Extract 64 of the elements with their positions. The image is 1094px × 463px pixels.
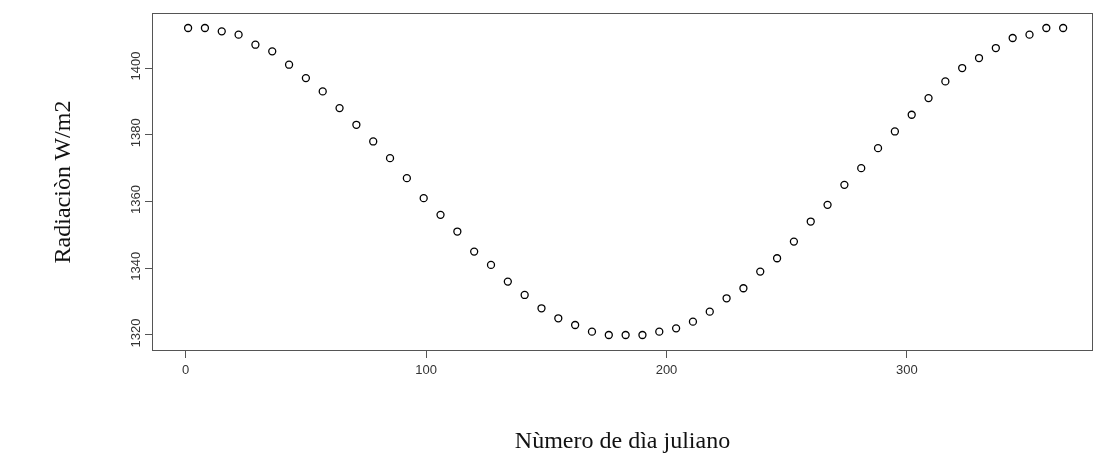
point — [183, 23, 193, 33]
point — [857, 164, 866, 173]
x-tick-label: 200 — [655, 361, 678, 377]
point — [772, 254, 782, 263]
point — [638, 330, 647, 340]
y-tick-label: 1320 — [127, 318, 143, 348]
y-tick-label: 1400 — [127, 51, 143, 81]
point — [587, 327, 597, 336]
x-axis-title: Nùmero de dìa juliano — [514, 427, 731, 454]
point — [890, 127, 900, 136]
point — [621, 330, 630, 340]
point — [284, 60, 294, 69]
point — [688, 317, 698, 326]
point — [385, 153, 395, 163]
point — [941, 77, 950, 86]
point — [234, 30, 243, 39]
point — [402, 174, 412, 183]
point — [554, 314, 563, 323]
point — [217, 27, 226, 36]
point — [520, 290, 529, 300]
point — [806, 217, 815, 226]
point — [722, 294, 731, 303]
point — [1042, 23, 1051, 33]
point — [924, 93, 933, 103]
point — [671, 324, 681, 333]
point — [958, 63, 967, 73]
point — [756, 267, 765, 276]
x-tick-label: 100 — [415, 361, 437, 377]
point — [739, 284, 748, 293]
point — [1059, 23, 1068, 33]
point — [453, 227, 462, 236]
point — [419, 194, 428, 203]
point — [537, 304, 546, 313]
point — [1025, 30, 1034, 39]
point — [200, 23, 210, 33]
y-tick-label: 1360 — [127, 185, 143, 215]
point — [251, 40, 260, 49]
point — [301, 73, 311, 83]
point — [436, 210, 445, 220]
point — [991, 43, 1000, 53]
y-tick-label: 1340 — [127, 251, 143, 281]
y-axis-title: Radiaciòn W/m2 — [48, 100, 75, 264]
point — [840, 180, 849, 189]
point — [352, 120, 361, 129]
point — [503, 277, 512, 286]
point — [789, 237, 799, 246]
point — [705, 307, 714, 316]
x-tick-label: 300 — [896, 361, 918, 377]
point — [369, 137, 378, 146]
point — [604, 330, 613, 340]
point — [335, 103, 344, 113]
point — [1008, 33, 1017, 43]
x-tick-label: 0 — [182, 361, 190, 377]
point — [318, 87, 327, 96]
point — [823, 200, 832, 210]
point — [268, 47, 277, 56]
point — [470, 247, 479, 256]
point — [655, 327, 664, 336]
point — [907, 110, 916, 119]
point — [974, 53, 984, 63]
point — [486, 260, 496, 270]
point — [873, 143, 883, 153]
y-tick-label: 1380 — [127, 118, 143, 148]
point — [570, 320, 580, 330]
